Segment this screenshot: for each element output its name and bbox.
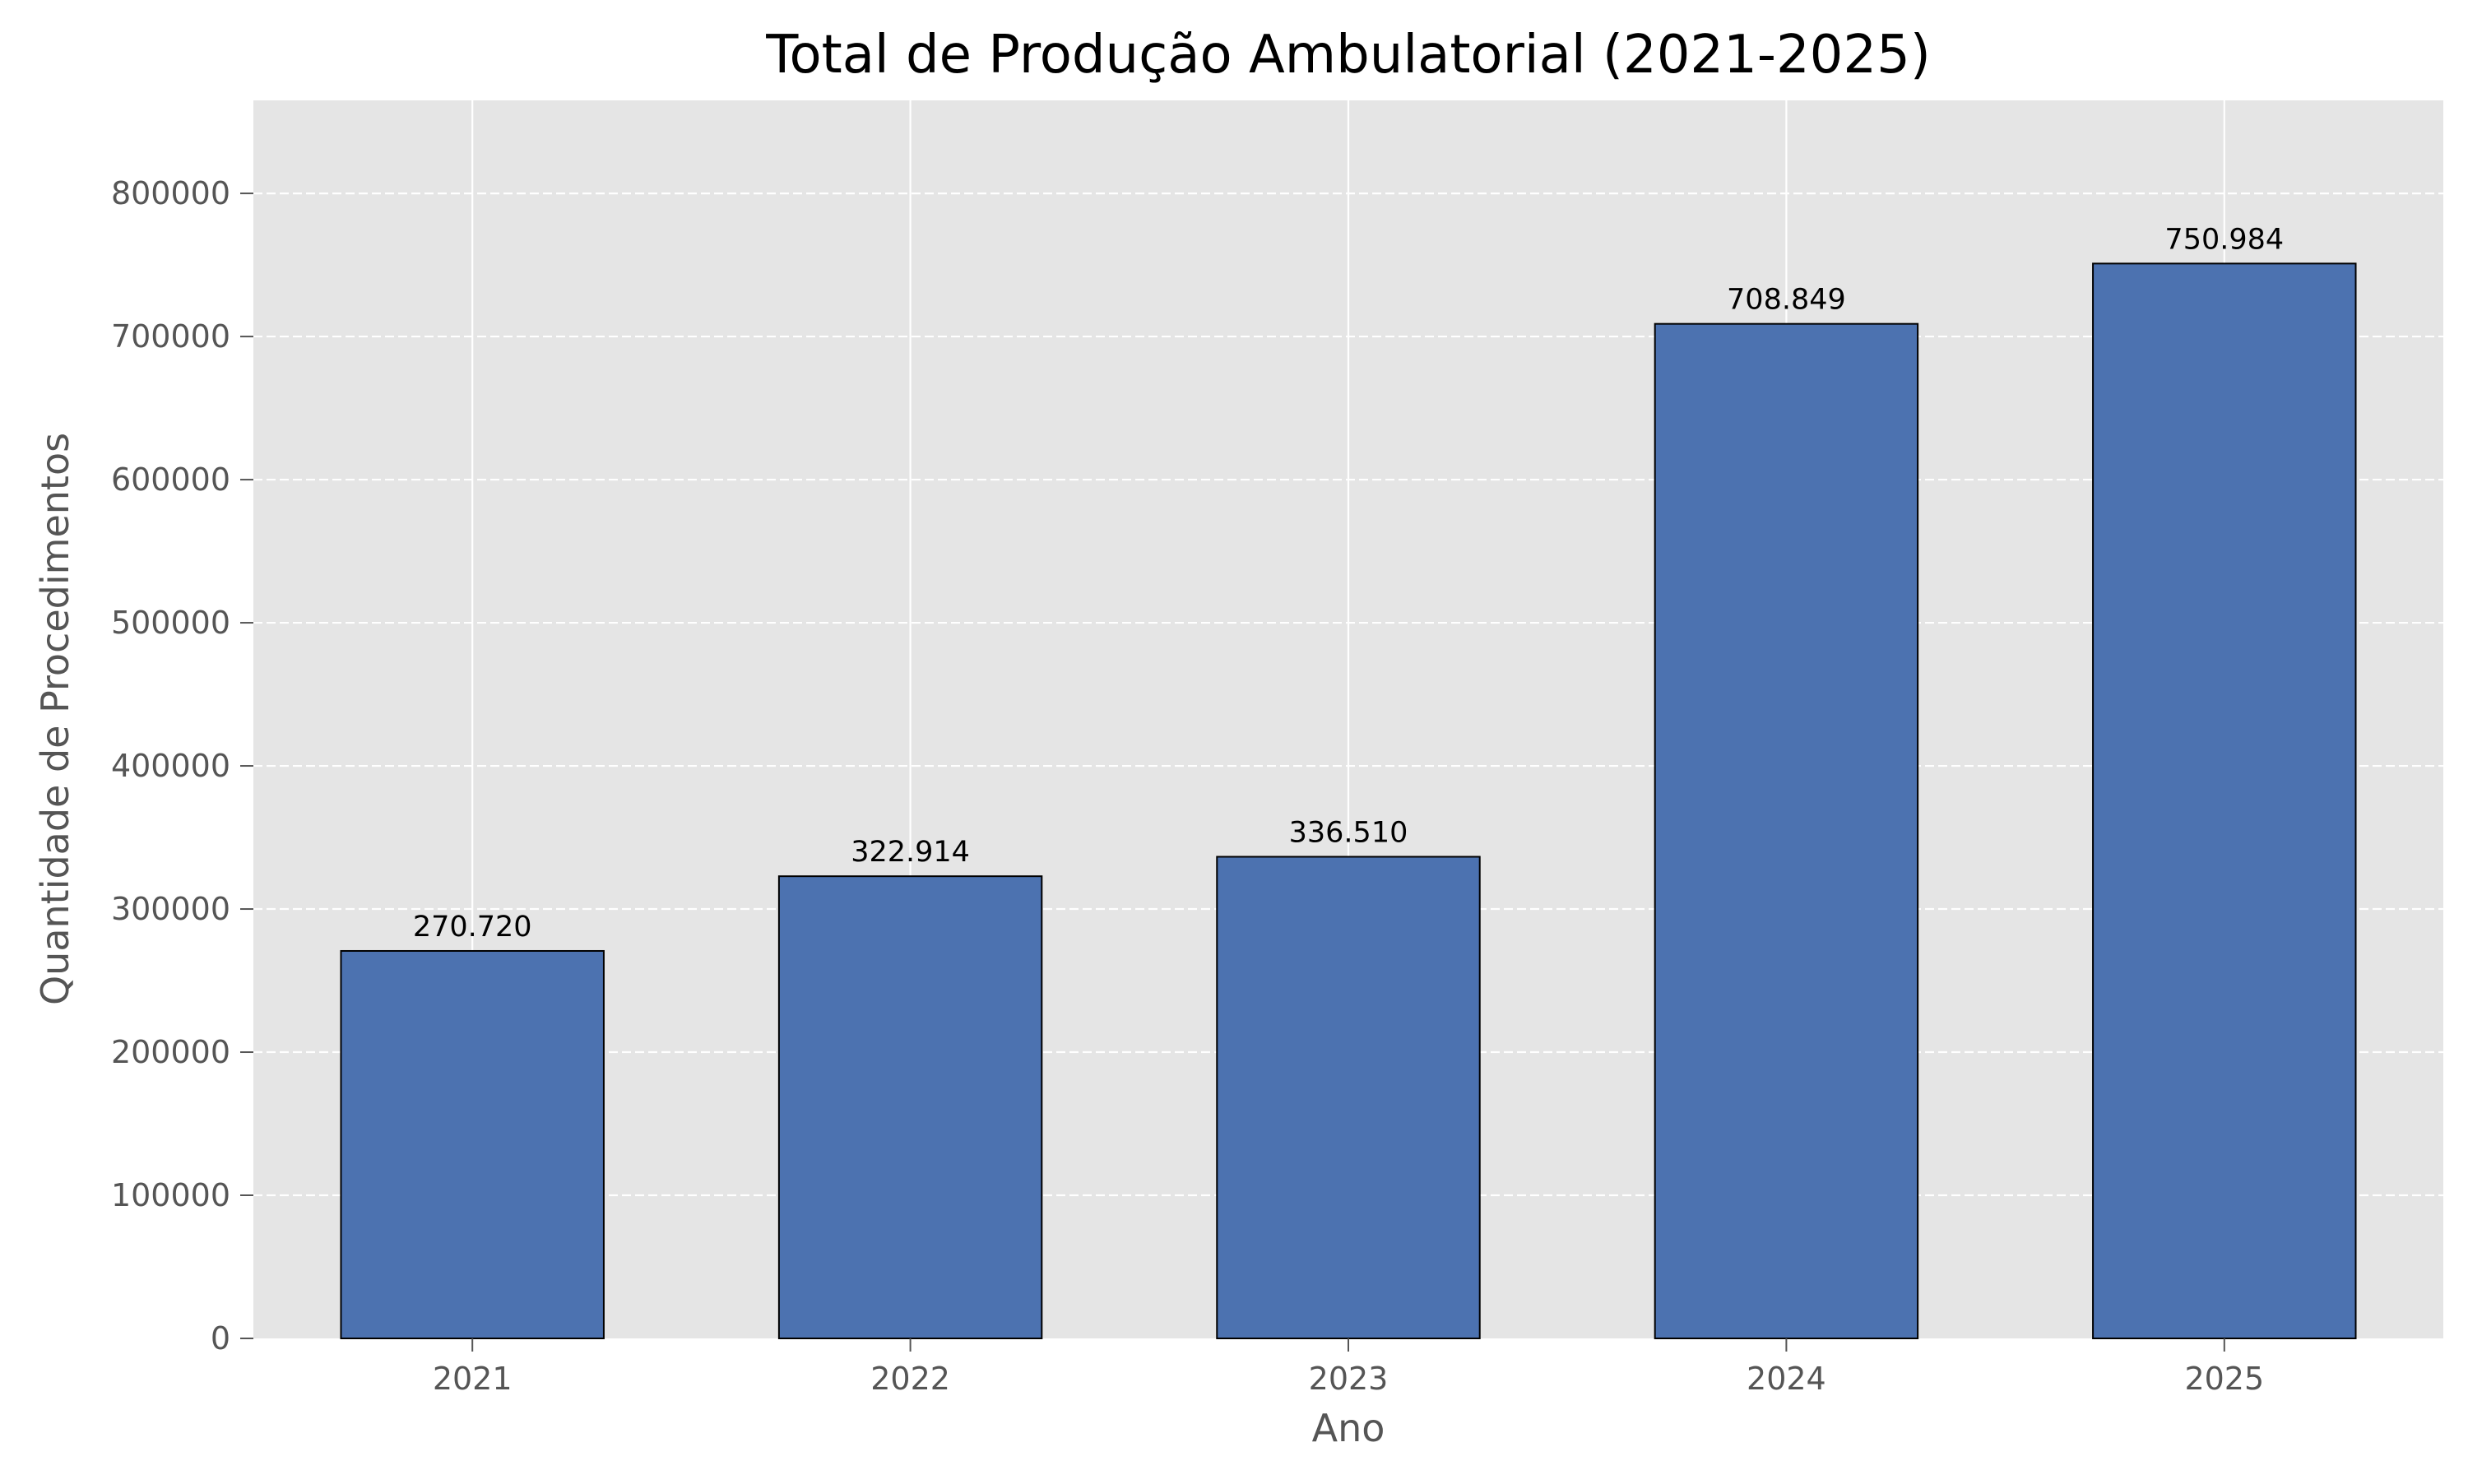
y-tick-label: 500000 [111,605,230,641]
y-tick-label: 400000 [111,748,230,784]
y-tick-label: 100000 [111,1177,230,1213]
x-tick-label: 2025 [2184,1361,2264,1397]
x-axis-label: Ano [1312,1406,1385,1450]
grid-lines [253,100,2443,1338]
y-axis-label: Quantidade de Procedimentos [33,433,77,1005]
bars [340,262,2357,1340]
y-tick-label: 200000 [111,1034,230,1070]
x-tick-label: 2024 [1747,1361,1826,1397]
chart-title: Total de Produção Ambulatorial (2021-202… [765,25,1931,86]
bar-2023 [1216,856,1481,1339]
y-tick-label: 600000 [111,461,230,498]
x-tick-label: 2022 [870,1361,950,1397]
y-tick-label: 300000 [111,891,230,927]
bar-value-label-2022: 322.914 [851,836,970,869]
bar-value-label-2023: 336.510 [1289,817,1408,850]
bar-2021 [340,949,605,1340]
y-axis-ticks: 0 100000 200000 300000 400000 500000 600000 700… [111,175,253,1356]
y-tick-label: 700000 [111,318,230,355]
y-tick-label: 0 [211,1320,230,1356]
x-tick-label: 2023 [1309,1361,1389,1397]
bar-value-label-2024: 708.849 [1727,284,1846,317]
x-axis-ticks: 2021 2022 2023 2024 2025 [433,1338,2264,1397]
bar-2022 [777,875,1043,1339]
y-tick-label: 800000 [111,175,230,211]
bar-value-label-2021: 270.720 [413,911,532,944]
bar-2025 [2092,262,2357,1340]
bar-value-label-2025: 750.984 [2164,223,2284,256]
x-tick-label: 2021 [433,1361,513,1397]
bar-value-labels: 270.720 322.914 336.510 708.849 750.984 [413,223,2284,944]
bar-2024 [1654,322,1919,1339]
